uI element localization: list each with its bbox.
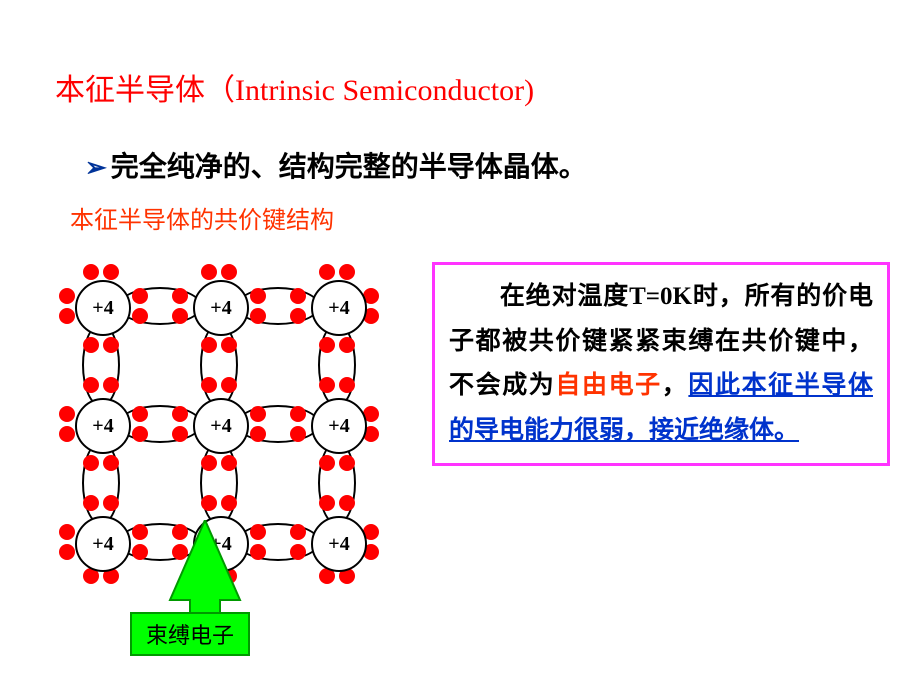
- electron: [290, 426, 306, 442]
- electron: [59, 406, 75, 422]
- electron: [319, 377, 335, 393]
- callout-label: 束缚电子: [130, 612, 250, 656]
- electron: [132, 288, 148, 304]
- electron: [290, 308, 306, 324]
- electron: [172, 288, 188, 304]
- electron: [59, 288, 75, 304]
- text-free-electron: 自由电子: [555, 372, 661, 399]
- electron: [83, 495, 99, 511]
- atom: +4: [311, 516, 367, 572]
- electron: [83, 377, 99, 393]
- electron: [250, 308, 266, 324]
- electron: [172, 308, 188, 324]
- electron: [319, 455, 335, 471]
- electron: [83, 455, 99, 471]
- atom: +4: [75, 516, 131, 572]
- electron: [221, 455, 237, 471]
- electron: [250, 426, 266, 442]
- electron: [132, 426, 148, 442]
- electron: [83, 337, 99, 353]
- electron: [132, 406, 148, 422]
- electron: [103, 337, 119, 353]
- electron: [221, 377, 237, 393]
- electron: [59, 426, 75, 442]
- electron: [103, 455, 119, 471]
- electron: [172, 426, 188, 442]
- electron: [339, 264, 355, 280]
- page-title: 本征半导体（Intrinsic Semiconductor): [55, 65, 534, 109]
- electron: [221, 264, 237, 280]
- atom: +4: [311, 398, 367, 454]
- electron: [59, 308, 75, 324]
- electron: [201, 337, 217, 353]
- lattice-caption: 本征半导体的共价键结构: [70, 200, 334, 235]
- text-part2: ，: [662, 372, 689, 399]
- atom: +4: [193, 280, 249, 336]
- electron: [221, 495, 237, 511]
- electron: [290, 406, 306, 422]
- electron: [339, 377, 355, 393]
- electron: [201, 377, 217, 393]
- electron: [319, 264, 335, 280]
- electron: [290, 288, 306, 304]
- atom: +4: [75, 398, 131, 454]
- electron: [290, 544, 306, 560]
- electron: [172, 406, 188, 422]
- atom: +4: [193, 398, 249, 454]
- electron: [103, 377, 119, 393]
- electron: [319, 495, 335, 511]
- electron: [201, 264, 217, 280]
- atom: +4: [75, 280, 131, 336]
- electron: [290, 524, 306, 540]
- electron: [83, 264, 99, 280]
- explanation-box: 在绝对温度T=0K时，所有的价电子都被共价键紧紧束缚在共价键中，不会成为自由电子…: [432, 262, 890, 466]
- electron: [103, 264, 119, 280]
- subtitle: 完全纯净的、结构完整的半导体晶体。: [85, 145, 587, 185]
- electron: [319, 337, 335, 353]
- atom: +4: [311, 280, 367, 336]
- electron: [59, 544, 75, 560]
- electron: [103, 495, 119, 511]
- electron: [339, 495, 355, 511]
- electron: [132, 308, 148, 324]
- electron: [221, 337, 237, 353]
- electron: [339, 337, 355, 353]
- electron: [250, 406, 266, 422]
- electron: [339, 455, 355, 471]
- electron: [250, 288, 266, 304]
- electron: [59, 524, 75, 540]
- electron: [201, 495, 217, 511]
- electron: [201, 455, 217, 471]
